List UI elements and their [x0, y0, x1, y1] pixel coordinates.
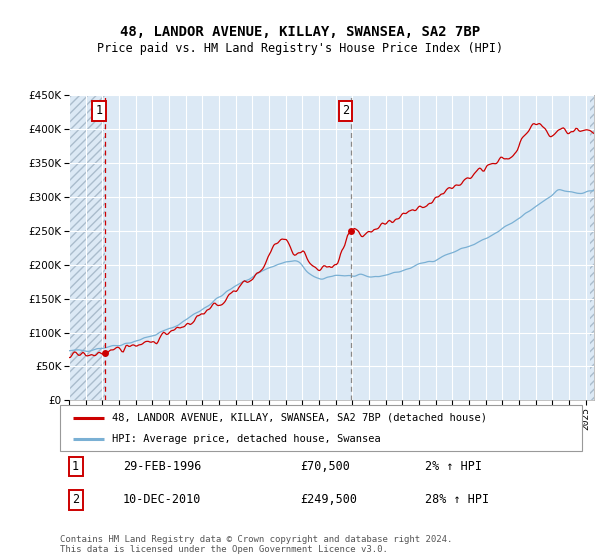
- Text: HPI: Average price, detached house, Swansea: HPI: Average price, detached house, Swan…: [112, 435, 381, 444]
- Bar: [590, 95, 594, 400]
- Text: 29-FEB-1996: 29-FEB-1996: [122, 460, 201, 473]
- Text: 48, LANDOR AVENUE, KILLAY, SWANSEA, SA2 7BP: 48, LANDOR AVENUE, KILLAY, SWANSEA, SA2 …: [120, 25, 480, 39]
- Text: 2: 2: [72, 493, 79, 506]
- Text: Price paid vs. HM Land Registry's House Price Index (HPI): Price paid vs. HM Land Registry's House …: [97, 42, 503, 55]
- Text: Contains HM Land Registry data © Crown copyright and database right 2024.
This d: Contains HM Land Registry data © Crown c…: [60, 535, 452, 554]
- Text: 2: 2: [342, 104, 349, 117]
- Text: £249,500: £249,500: [300, 493, 357, 506]
- Text: 48, LANDOR AVENUE, KILLAY, SWANSEA, SA2 7BP (detached house): 48, LANDOR AVENUE, KILLAY, SWANSEA, SA2 …: [112, 413, 487, 423]
- FancyBboxPatch shape: [60, 405, 582, 451]
- Text: £70,500: £70,500: [300, 460, 350, 473]
- Text: 2% ↑ HPI: 2% ↑ HPI: [425, 460, 482, 473]
- Text: 28% ↑ HPI: 28% ↑ HPI: [425, 493, 490, 506]
- Text: 10-DEC-2010: 10-DEC-2010: [122, 493, 201, 506]
- Text: 1: 1: [72, 460, 79, 473]
- Bar: [69, 95, 105, 400]
- Bar: [69, 95, 105, 400]
- Bar: [590, 95, 594, 400]
- Text: 1: 1: [95, 104, 103, 117]
